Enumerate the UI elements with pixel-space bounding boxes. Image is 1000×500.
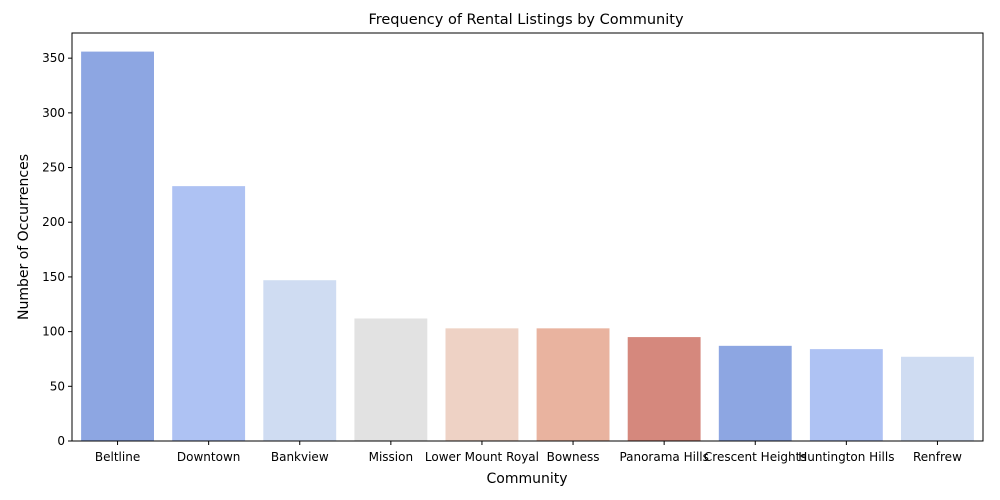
x-tick-label: Crescent Heights <box>704 450 807 464</box>
x-tick-label: Mission <box>369 450 413 464</box>
bar-renfrew <box>901 356 974 441</box>
x-tick-label: Beltline <box>95 450 140 464</box>
x-tick-label: Renfrew <box>913 450 962 464</box>
bar-crescent-heights <box>718 345 792 441</box>
y-tick-label: 150 <box>42 270 65 284</box>
x-tick-label: Lower Mount Royal <box>425 450 539 464</box>
bar-bankview <box>263 280 337 441</box>
y-tick-label: 300 <box>42 106 65 120</box>
chart-title: Frequency of Rental Listings by Communit… <box>368 12 684 28</box>
y-tick-label: 200 <box>42 215 65 229</box>
bar-downtown <box>172 186 246 441</box>
y-tick-label: 50 <box>50 379 65 393</box>
x-axis-label: Community <box>486 471 567 487</box>
x-tick-label: Bankview <box>271 450 329 464</box>
bar-lower-mount-royal <box>445 328 519 441</box>
bar-panorama-hills <box>627 337 701 441</box>
bar-mission <box>354 318 428 441</box>
plot-frame <box>71 32 984 442</box>
x-tick-label: Panorama Hills <box>619 450 708 464</box>
bar-huntington-hills <box>809 349 883 441</box>
bar-bowness <box>536 328 610 441</box>
x-tick-label: Downtown <box>177 450 240 464</box>
y-tick-label: 250 <box>42 161 65 175</box>
bars-group <box>81 51 974 441</box>
x-tick-label: Huntington Hills <box>798 450 894 464</box>
x-tick-label: Bowness <box>547 450 600 464</box>
y-tick-label: 100 <box>42 325 65 339</box>
x-axis-ticks: Beltline Downtown Bankview Mission Lower Mou… <box>95 441 962 464</box>
y-tick-label: 350 <box>42 51 65 65</box>
y-tick-label: 0 <box>57 434 65 448</box>
y-axis-label: Number of Occurrences <box>16 154 32 320</box>
bar-beltline <box>81 51 154 441</box>
y-axis-ticks: 0 50 100 150 200 250 300 350 <box>42 51 72 448</box>
